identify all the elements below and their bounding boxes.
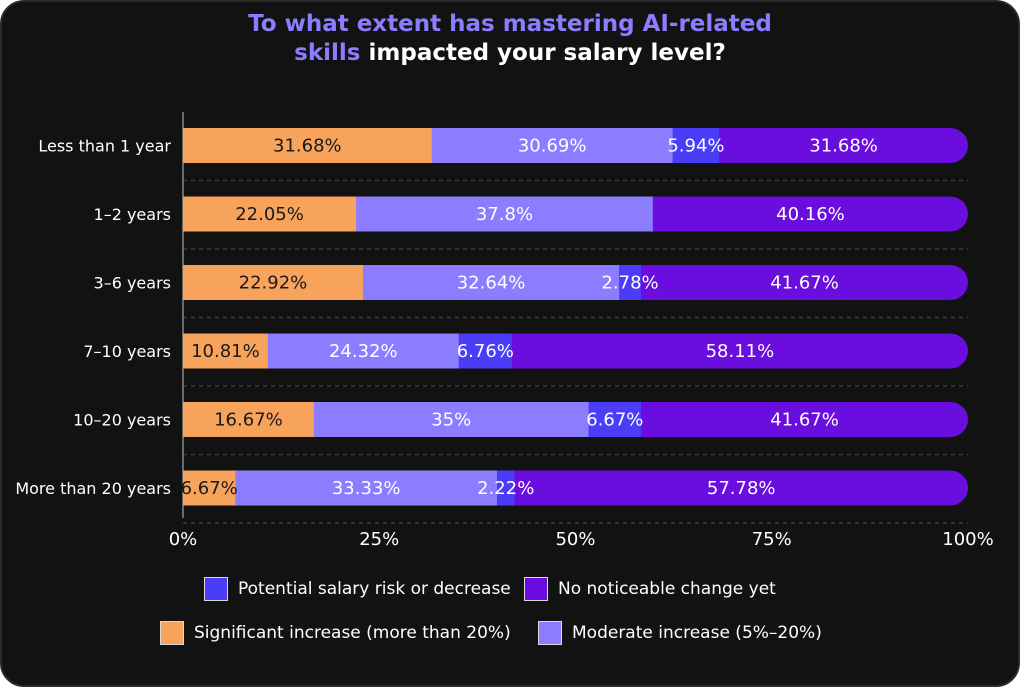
bar-segment [356, 196, 654, 232]
legend-swatch [538, 621, 562, 645]
bar-segment [672, 128, 720, 163]
x-tick-label: 100% [942, 529, 993, 550]
data-label: 40.16% [776, 204, 845, 225]
x-tick-label: 0% [169, 529, 198, 550]
legend-item: No noticeable change yet [524, 577, 776, 601]
x-tick-label: 25% [359, 529, 399, 550]
data-label: 22.05% [235, 204, 304, 225]
bar-segment [514, 470, 968, 506]
legend-label: Significant increase (more than 20%) [194, 623, 511, 643]
bar-segment [497, 470, 515, 506]
chart-title-line2: impacted your salary level? [360, 40, 726, 66]
legend-item: Significant increase (more than 20%) [160, 621, 511, 645]
data-label: 6.76% [457, 341, 514, 362]
legend-label: No noticeable change yet [558, 579, 776, 599]
category-label: 1–2 years [94, 205, 171, 224]
data-label: 35% [431, 410, 471, 431]
legend-item: Potential salary risk or decrease [204, 577, 511, 601]
bar-segment [588, 402, 642, 437]
bar-segment [619, 265, 642, 300]
bar-segment [183, 470, 236, 506]
bar-segment [235, 470, 498, 506]
data-label: 5.94% [667, 136, 724, 157]
category-label: Less than 1 year [38, 137, 171, 156]
legend-swatch [160, 621, 184, 645]
bar-segment [719, 128, 968, 163]
data-label: 32.64% [457, 273, 526, 294]
legend-label: Moderate increase (5%–20%) [572, 623, 822, 643]
data-label: 37.8% [476, 204, 533, 225]
bar-segment [652, 196, 968, 232]
data-label: 24.32% [329, 341, 398, 362]
bar-row [183, 196, 968, 232]
bar-segment [640, 265, 968, 300]
bar-segment [267, 333, 460, 369]
data-label: 30.69% [518, 136, 587, 157]
legend-swatch [524, 577, 548, 601]
legend-swatch [204, 577, 228, 601]
data-label: 2.78% [601, 273, 658, 294]
data-label: 31.68% [273, 136, 342, 157]
bar-segment [362, 265, 620, 300]
bar-row [183, 470, 968, 506]
data-label: 31.68% [809, 136, 878, 157]
chart-title: To what extent has mastering AI-related … [0, 10, 1020, 68]
data-label: 58.11% [706, 341, 775, 362]
bar-row [183, 402, 968, 437]
bar-segment [183, 333, 269, 369]
data-label: 57.78% [707, 478, 776, 499]
data-label: 41.67% [770, 273, 839, 294]
bar-segment [458, 333, 513, 369]
bar-segment [183, 402, 315, 437]
legend-label: Potential salary risk or decrease [238, 579, 511, 599]
data-label: 10.81% [191, 341, 260, 362]
bar-segment [431, 128, 674, 163]
data-label: 2.22% [477, 478, 534, 499]
bar-segment [183, 196, 357, 232]
category-label: More than 20 years [15, 479, 171, 498]
data-label: 22.92% [239, 273, 308, 294]
data-label: 41.67% [770, 410, 839, 431]
bar-segment [640, 402, 968, 437]
bar-segment [183, 128, 433, 163]
category-label: 10–20 years [73, 411, 171, 430]
data-label: 16.67% [214, 410, 283, 431]
data-label: 6.67% [181, 478, 238, 499]
category-label: 7–10 years [83, 342, 171, 361]
chart-title-line2-highlight: skills [294, 40, 361, 66]
bar-segment [313, 402, 590, 437]
bar-row [183, 265, 968, 300]
bar-segment [511, 333, 968, 369]
data-label: 6.67% [586, 410, 643, 431]
x-tick-label: 75% [752, 529, 792, 550]
x-tick-label: 50% [555, 529, 595, 550]
bar-segment [183, 265, 364, 300]
chart-title-line1: To what extent has mastering AI-related [248, 11, 772, 37]
data-label: 33.33% [332, 478, 401, 499]
bar-row [183, 128, 968, 163]
category-label: 3–6 years [94, 274, 171, 293]
bar-row [183, 333, 968, 369]
legend-item: Moderate increase (5%–20%) [538, 621, 822, 645]
